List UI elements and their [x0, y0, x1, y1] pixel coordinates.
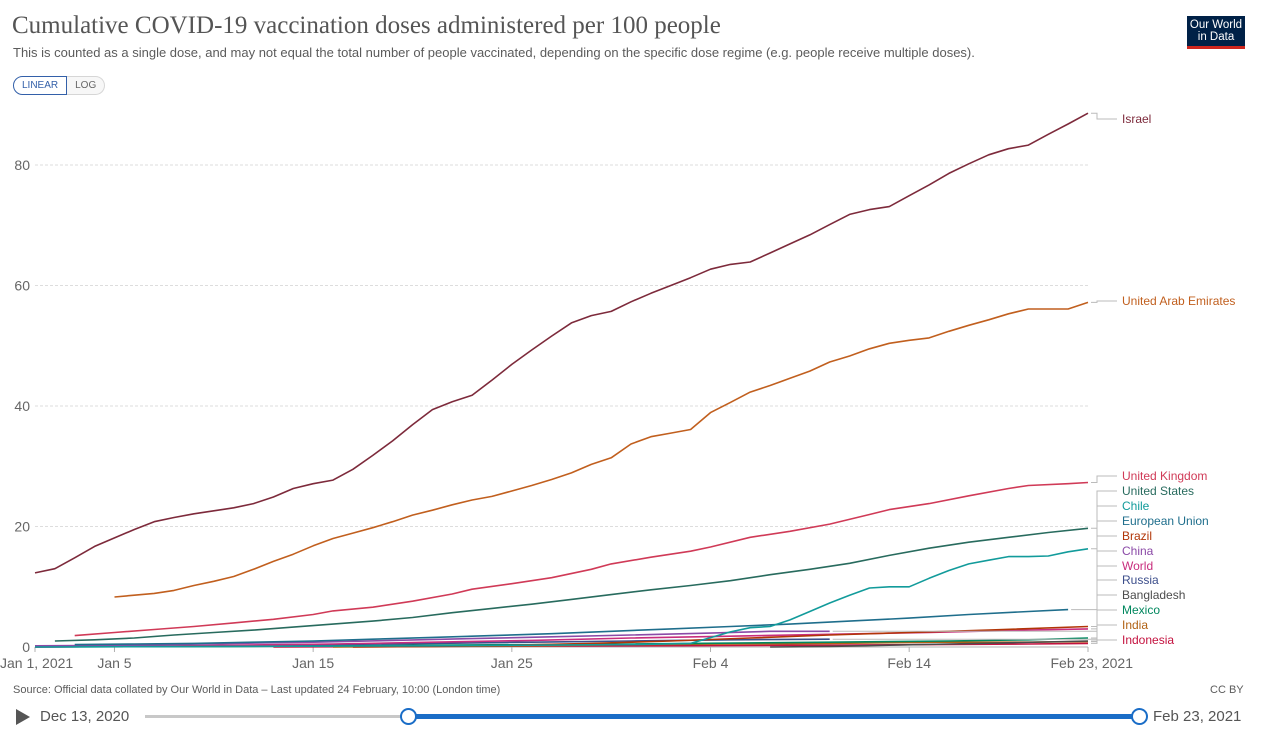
- series-label-united-arab-emirates: United Arab Emirates: [1122, 294, 1235, 308]
- y-tick-label: 0: [22, 639, 30, 655]
- label-connector: [1091, 624, 1117, 643]
- series-label-european-union: European Union: [1122, 514, 1209, 528]
- series-label-bangladesh: Bangladesh: [1122, 588, 1185, 602]
- license-link[interactable]: CC BY: [1210, 684, 1244, 696]
- timeline-end-handle[interactable]: [1131, 708, 1148, 725]
- series-label-brazil: Brazil: [1122, 529, 1152, 543]
- series-line-israel: [34, 112, 1089, 574]
- x-tick-label: Jan 5: [97, 655, 131, 671]
- label-connector: [1091, 112, 1117, 120]
- x-tick-label: Jan 15: [292, 655, 334, 671]
- chart-title: Cumulative COVID-19 vaccination doses ad…: [12, 12, 721, 39]
- chart-subtitle: This is counted as a single dose, and ma…: [13, 45, 975, 60]
- x-tick-label: Feb 14: [887, 655, 931, 671]
- series-line-united-arab-emirates: [114, 301, 1089, 598]
- label-connector: [1091, 505, 1117, 550]
- play-icon[interactable]: [16, 709, 30, 725]
- series-line-chile: [34, 548, 1089, 648]
- log-scale-button[interactable]: LOG: [67, 76, 106, 95]
- series-label-chile: Chile: [1122, 499, 1150, 513]
- series-label-china: China: [1122, 544, 1154, 558]
- x-tick-label: Feb 4: [693, 655, 729, 671]
- scale-toggle: LINEAR LOG: [13, 76, 106, 95]
- timeline-selected-range[interactable]: [407, 714, 1138, 719]
- y-tick-label: 40: [14, 398, 30, 414]
- y-tick-label: 60: [14, 278, 30, 294]
- line-chart: 0 20 40 60 80 Jan 1, 2021 Jan 5 Jan 15 Jan 25 Feb…: [0, 112, 1235, 671]
- label-connector: [1091, 639, 1117, 644]
- label-connector: [1071, 520, 1117, 611]
- series-label-mexico: Mexico: [1122, 603, 1160, 617]
- label-connector: [1091, 535, 1117, 627]
- series-label-world: World: [1122, 559, 1153, 573]
- x-tick-label: Feb 23, 2021: [1050, 655, 1133, 671]
- y-tick-label: 20: [14, 519, 30, 535]
- series-label-united-kingdom: United Kingdom: [1122, 469, 1207, 483]
- timeline-start-label: Dec 13, 2020: [40, 708, 130, 725]
- label-connector: [1091, 300, 1117, 303]
- series-label-russia: Russia: [1122, 573, 1159, 587]
- timeline-start-handle[interactable]: [400, 708, 417, 725]
- series-line-united-states: [54, 527, 1089, 642]
- logo-line-2: in Data: [1197, 31, 1235, 43]
- series-line-united-kingdom: [74, 481, 1089, 637]
- series-line-european-union: [74, 608, 1069, 646]
- label-connector: [1091, 609, 1117, 639]
- label-connector: [1091, 475, 1117, 483]
- label-connector: [1091, 594, 1117, 642]
- series-label-india: India: [1122, 618, 1148, 632]
- source-note: Source: Official data collated by Our Wo…: [13, 684, 501, 696]
- series-label-israel: Israel: [1122, 112, 1151, 126]
- x-tick-label: Jan 25: [491, 655, 533, 671]
- series-line-bangladesh: [770, 640, 1089, 648]
- label-connector: [1091, 490, 1117, 529]
- series-label-united-states: United States: [1122, 484, 1194, 498]
- logo-line-1: Our World: [1189, 19, 1243, 31]
- timeline: Dec 13, 2020 Feb 23, 2021: [0, 700, 1261, 731]
- label-connector: [1091, 565, 1117, 630]
- y-tick-label: 80: [14, 157, 30, 173]
- timeline-end-label: Feb 23, 2021: [1153, 708, 1242, 725]
- linear-scale-button[interactable]: LINEAR: [13, 76, 68, 95]
- owid-logo[interactable]: Our World in Data: [1187, 16, 1245, 49]
- x-tick-label: Jan 1, 2021: [0, 655, 73, 671]
- series-label-indonesia: Indonesia: [1122, 633, 1174, 647]
